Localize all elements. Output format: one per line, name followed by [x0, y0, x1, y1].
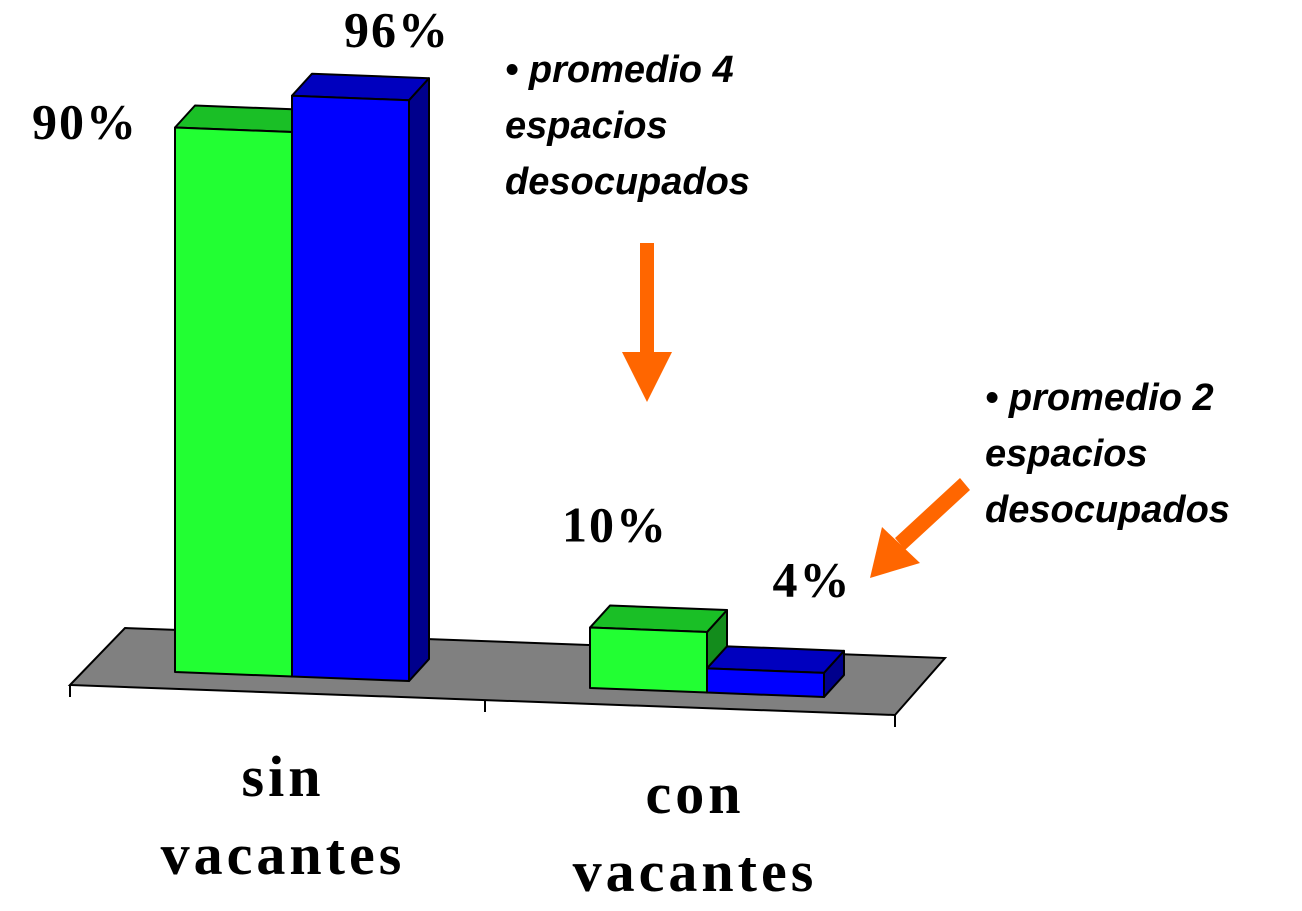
- bar: [706, 667, 825, 699]
- arrow: [870, 478, 970, 578]
- value-label: 4%: [773, 551, 852, 607]
- value-label: 96%: [344, 1, 450, 57]
- bar: [291, 94, 410, 683]
- bar: [589, 626, 708, 694]
- page: 90% 96% 10% 4% sin vacantes con vacantes • …: [32, 1, 1230, 904]
- value-label: 90%: [32, 93, 138, 149]
- annotation: • promedio 2 espacios desocupados: [985, 377, 1230, 531]
- bar-side: [408, 77, 430, 683]
- chart: 90% 96% 10% 4%: [32, 1, 970, 727]
- bar: [174, 126, 293, 678]
- category-label: sin vacantes: [160, 744, 406, 887]
- value-label: 10%: [562, 496, 668, 552]
- category-label: con vacantes: [572, 761, 818, 904]
- annotation: • promedio 4 espacios desocupados: [505, 49, 750, 203]
- arrow: [622, 243, 672, 402]
